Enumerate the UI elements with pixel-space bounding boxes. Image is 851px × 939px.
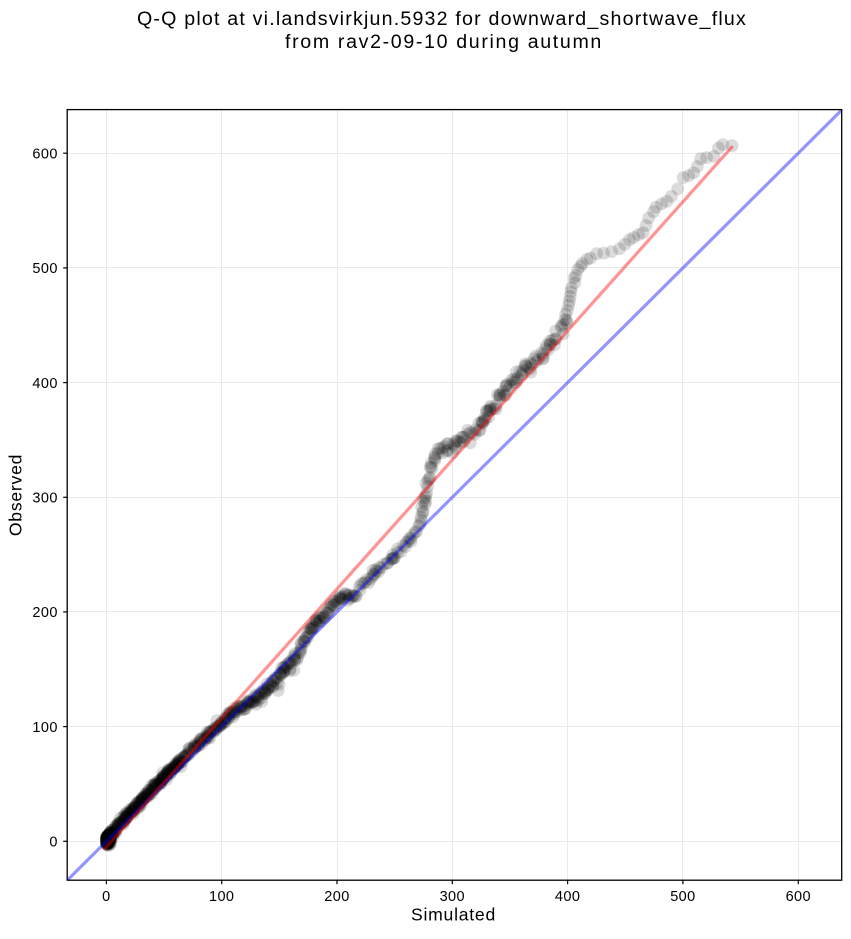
svg-text:from rav2-09-10 during autumn: from rav2-09-10 during autumn [285,31,603,53]
svg-text:500: 500 [670,889,695,905]
svg-text:Simulated: Simulated [411,905,496,925]
svg-text:500: 500 [32,261,57,277]
svg-text:200: 200 [324,889,349,905]
svg-text:0: 0 [102,889,110,905]
svg-text:400: 400 [555,889,580,905]
svg-text:Observed: Observed [6,454,26,536]
svg-text:0: 0 [49,835,57,851]
svg-text:600: 600 [32,147,57,163]
svg-text:Q-Q plot at vi.landsvirkjun.59: Q-Q plot at vi.landsvirkjun.5932 for dow… [137,8,747,30]
svg-text:200: 200 [32,605,57,621]
svg-text:100: 100 [209,889,234,905]
svg-text:300: 300 [32,491,57,507]
svg-text:600: 600 [786,889,811,905]
svg-text:100: 100 [32,720,57,736]
svg-text:300: 300 [440,889,465,905]
svg-text:400: 400 [32,376,57,392]
